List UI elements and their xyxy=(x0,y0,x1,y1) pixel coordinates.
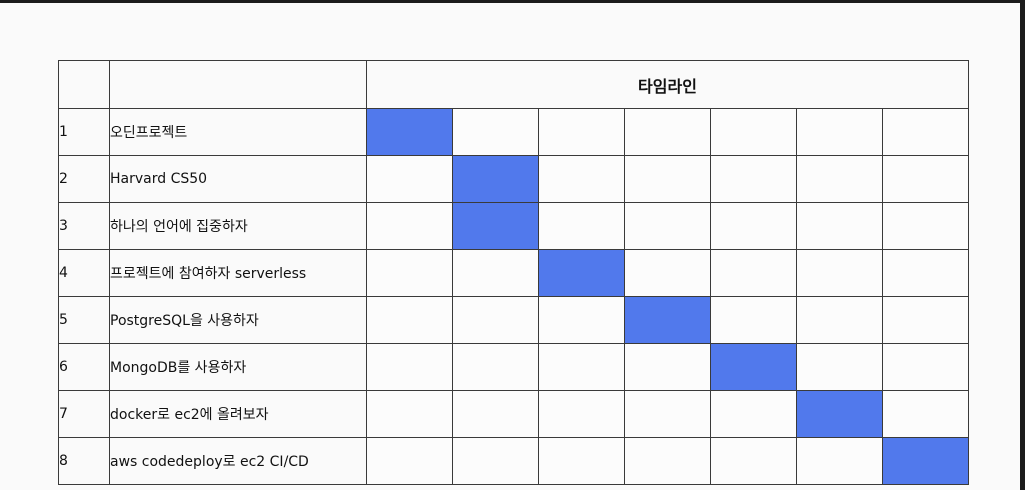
timeline-cell xyxy=(366,249,453,297)
row-number: 2 xyxy=(58,155,110,203)
timeline-cell xyxy=(366,390,453,438)
timeline-cell xyxy=(624,108,711,156)
timeline-cell xyxy=(538,202,625,250)
header-num-cell xyxy=(58,60,110,109)
row-number: 6 xyxy=(58,343,110,391)
timeline-cell xyxy=(710,108,797,156)
timeline-bar xyxy=(452,202,539,250)
timeline-cell xyxy=(796,202,883,250)
timeline-cell xyxy=(624,249,711,297)
timeline-cell xyxy=(452,343,539,391)
top-border xyxy=(0,0,1025,3)
timeline-bar xyxy=(710,343,797,391)
timeline-cell xyxy=(366,202,453,250)
timeline-cell xyxy=(624,343,711,391)
task-name: 프로젝트에 참여하자 serverless xyxy=(109,249,367,297)
timeline-cell xyxy=(366,343,453,391)
timeline-cell xyxy=(882,249,969,297)
timeline-cell xyxy=(796,343,883,391)
timeline-cell xyxy=(710,296,797,344)
timeline-cell xyxy=(452,437,539,485)
timeline-cell xyxy=(624,390,711,438)
table-row: 1 오딘프로젝트 xyxy=(58,108,969,156)
row-number: 4 xyxy=(58,249,110,297)
timeline-cell xyxy=(796,437,883,485)
timeline-cell xyxy=(624,202,711,250)
timeline-cell xyxy=(538,296,625,344)
timeline-cell xyxy=(624,437,711,485)
timeline-cell xyxy=(538,437,625,485)
row-number: 3 xyxy=(58,202,110,250)
task-name: 오딘프로젝트 xyxy=(109,108,367,156)
task-name: aws codedeploy로 ec2 CI/CD xyxy=(109,437,367,485)
timeline-cell xyxy=(366,155,453,203)
timeline-cell xyxy=(366,437,453,485)
timeline-cell xyxy=(710,249,797,297)
table-row: 8 aws codedeploy로 ec2 CI/CD xyxy=(58,437,969,485)
row-number: 1 xyxy=(58,108,110,156)
table-row: 3 하나의 언어에 집중하자 xyxy=(58,202,969,250)
header-task-cell xyxy=(109,60,367,109)
timeline-bar xyxy=(796,390,883,438)
task-name: docker로 ec2에 올려보자 xyxy=(109,390,367,438)
timeline-table: 타임라인 1 오딘프로젝트 2 Harvard CS50 3 하나의 언어에 집중하자 4 프… xyxy=(58,60,969,485)
timeline-cell xyxy=(624,155,711,203)
timeline-cell xyxy=(452,390,539,438)
table-body: 1 오딘프로젝트 2 Harvard CS50 3 하나의 언어에 집중하자 4 프로젝트에 … xyxy=(58,108,969,485)
timeline-cell xyxy=(538,108,625,156)
timeline-cell xyxy=(538,343,625,391)
timeline-cell xyxy=(710,202,797,250)
row-number: 8 xyxy=(58,437,110,485)
table-row: 4 프로젝트에 참여하자 serverless xyxy=(58,249,969,297)
slide: 타임라인 1 오딘프로젝트 2 Harvard CS50 3 하나의 언어에 집중하자 4 프… xyxy=(0,3,1020,490)
header-row: 타임라인 xyxy=(58,60,969,109)
timeline-cell xyxy=(882,343,969,391)
table-row: 6 MongoDB를 사용하자 xyxy=(58,343,969,391)
timeline-bar xyxy=(882,437,969,485)
timeline-cell xyxy=(796,249,883,297)
timeline-cell xyxy=(452,296,539,344)
task-name: PostgreSQL을 사용하자 xyxy=(109,296,367,344)
row-number: 5 xyxy=(58,296,110,344)
timeline-cell xyxy=(538,390,625,438)
task-name: MongoDB를 사용하자 xyxy=(109,343,367,391)
timeline-cell xyxy=(882,390,969,438)
timeline-cell xyxy=(452,249,539,297)
timeline-cell xyxy=(882,296,969,344)
timeline-cell xyxy=(882,155,969,203)
timeline-cell xyxy=(796,155,883,203)
timeline-cell xyxy=(452,108,539,156)
timeline-bar xyxy=(624,296,711,344)
table-row: 2 Harvard CS50 xyxy=(58,155,969,203)
timeline-header: 타임라인 xyxy=(366,60,969,109)
right-border xyxy=(1020,0,1025,490)
timeline-cell xyxy=(710,390,797,438)
table-row: 7 docker로 ec2에 올려보자 xyxy=(58,390,969,438)
table-row: 5 PostgreSQL을 사용하자 xyxy=(58,296,969,344)
timeline-cell xyxy=(366,296,453,344)
timeline-bar xyxy=(452,155,539,203)
timeline-bar xyxy=(366,108,453,156)
timeline-cell xyxy=(882,108,969,156)
timeline-bar xyxy=(538,249,625,297)
timeline-cell xyxy=(796,108,883,156)
timeline-cell xyxy=(710,437,797,485)
timeline-cell xyxy=(882,202,969,250)
task-name: Harvard CS50 xyxy=(109,155,367,203)
row-number: 7 xyxy=(58,390,110,438)
timeline-cell xyxy=(538,155,625,203)
timeline-cell xyxy=(710,155,797,203)
timeline-cell xyxy=(796,296,883,344)
task-name: 하나의 언어에 집중하자 xyxy=(109,202,367,250)
